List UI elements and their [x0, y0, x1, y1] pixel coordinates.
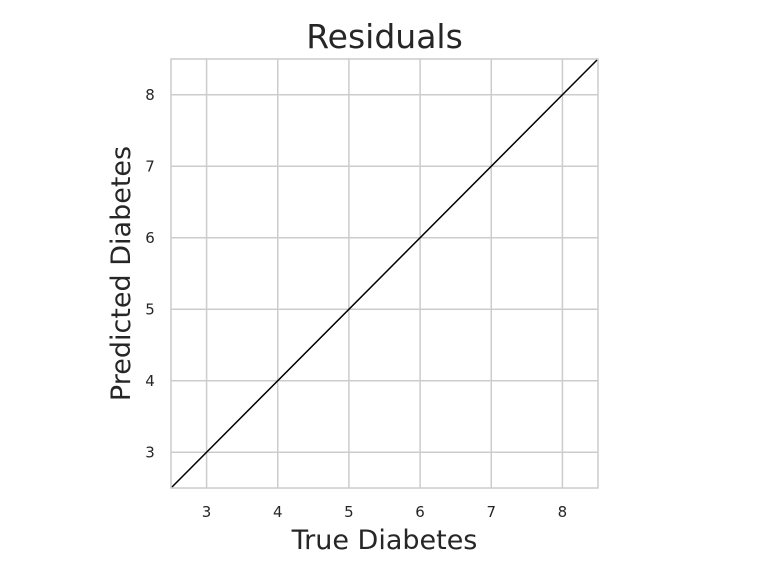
y-tick-label: 4 — [145, 372, 155, 390]
y-tick-label: 8 — [145, 86, 155, 104]
plot-frame — [170, 58, 599, 489]
x-tick-label: 4 — [273, 503, 283, 521]
x-tick-label: 8 — [558, 503, 568, 521]
y-tick-label: 3 — [145, 443, 155, 461]
y-tick-labels: 3 4 5 6 7 8 — [145, 86, 155, 462]
y-tick-label: 7 — [145, 157, 155, 175]
x-tick-label: 6 — [415, 503, 425, 521]
x-tick-labels: 3 4 5 6 7 8 — [202, 503, 567, 521]
x-gridlines — [205, 59, 564, 488]
x-tick-label: 3 — [202, 503, 212, 521]
series-line — [170, 58, 599, 489]
y-tick-label: 5 — [145, 300, 155, 318]
x-tick-label: 5 — [344, 503, 354, 521]
x-tick-label: 7 — [486, 503, 496, 521]
y-axis-label: Predicted Diabetes — [106, 146, 137, 401]
chart-title: Residuals — [306, 17, 463, 56]
series-layer — [170, 58, 599, 489]
y-tick-label: 6 — [145, 229, 155, 247]
x-axis-label: True Diabetes — [291, 525, 478, 556]
y-gridlines — [171, 94, 598, 453]
